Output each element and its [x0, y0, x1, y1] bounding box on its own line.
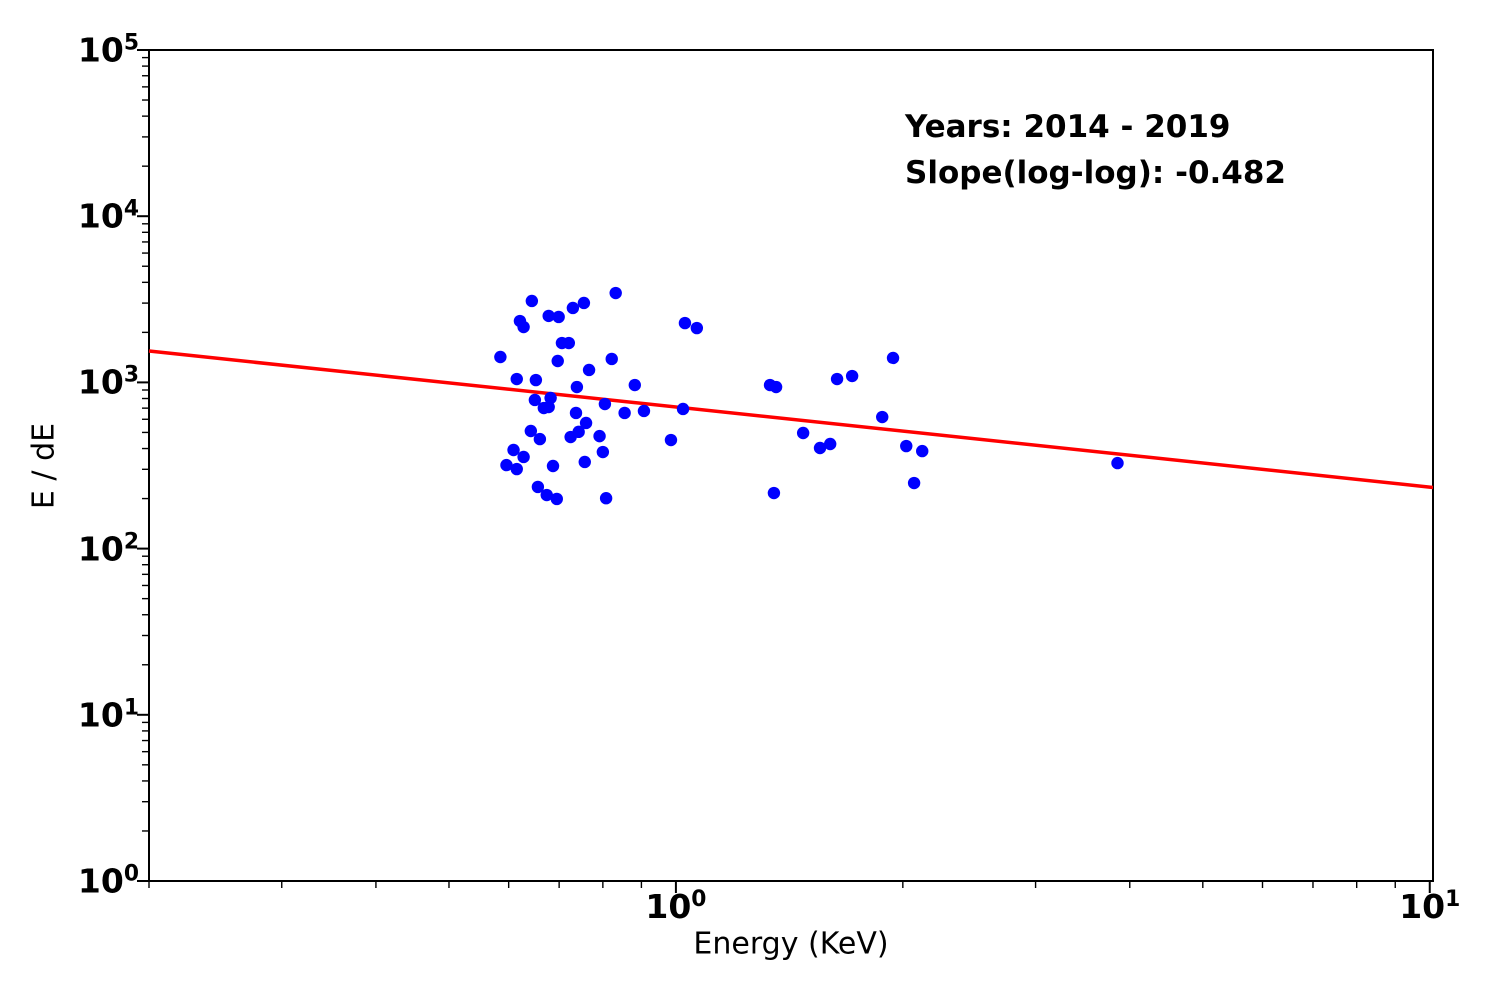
- x-axis-title: Energy (KeV): [693, 926, 889, 962]
- data-point: [564, 430, 577, 444]
- data-point: [618, 406, 631, 420]
- y-tick-label: 103: [77, 362, 139, 402]
- data-point: [529, 373, 543, 387]
- data-point: [546, 459, 560, 473]
- data-point: [569, 406, 583, 420]
- data-point: [577, 296, 591, 310]
- data-point: [769, 380, 783, 394]
- data-point: [540, 488, 553, 502]
- data-point: [531, 480, 545, 494]
- data-point: [494, 350, 507, 364]
- data-point: [562, 336, 576, 350]
- data-point: [637, 404, 651, 418]
- y-tick-label: 102: [77, 529, 139, 569]
- data-point: [767, 486, 781, 500]
- data-point: [678, 316, 692, 330]
- data-point: [596, 445, 610, 459]
- data-point: [507, 443, 520, 457]
- y-tick-label: 105: [77, 30, 139, 70]
- data-point: [823, 437, 837, 451]
- data-point: [500, 458, 513, 472]
- data-point: [593, 429, 606, 443]
- data-point: [830, 372, 844, 386]
- fit-line: [148, 349, 1434, 490]
- y-tick-label: 101: [77, 695, 139, 735]
- data-point: [528, 393, 542, 407]
- data-point: [578, 455, 591, 469]
- data-point: [537, 401, 551, 415]
- axes-spines: [148, 49, 1434, 882]
- annotation-years: Years: 2014 - 2019: [905, 109, 1231, 145]
- data-point: [542, 309, 555, 323]
- data-point: [510, 462, 523, 476]
- data-point: [676, 402, 690, 416]
- data-point: [907, 476, 921, 490]
- data-point: [550, 492, 563, 506]
- data-point: [517, 320, 530, 334]
- data-point: [524, 424, 538, 438]
- data-point: [525, 294, 539, 308]
- data-point: [552, 310, 565, 324]
- data-point: [916, 444, 929, 458]
- data-point: [845, 369, 859, 383]
- data-point: [570, 380, 584, 394]
- x-tick-label: 101: [1399, 887, 1461, 926]
- data-point: [690, 321, 704, 335]
- data-point: [886, 351, 900, 365]
- data-point: [599, 492, 613, 505]
- data-point: [598, 397, 612, 411]
- annotation-box: Years: 2014 - 2019 Slope(log-log): -0.48…: [905, 104, 1286, 196]
- data-point: [510, 372, 523, 386]
- data-point: [796, 426, 810, 440]
- x-tick-label: 100: [645, 887, 707, 926]
- y-axis-title: E / dE: [26, 422, 62, 510]
- data-point: [1111, 456, 1124, 470]
- data-point: [609, 286, 622, 300]
- data-point: [566, 301, 580, 315]
- data-point: [813, 441, 827, 455]
- data-point: [551, 354, 564, 368]
- data-point: [533, 432, 547, 446]
- data-point: [582, 363, 596, 377]
- data-point: [628, 378, 642, 392]
- data-point: [579, 416, 593, 430]
- data-point: [900, 439, 913, 453]
- y-tick-label: 100: [77, 861, 139, 901]
- annotation-slope: Slope(log-log): -0.482: [905, 155, 1287, 191]
- y-tick-label: 104: [77, 196, 139, 236]
- data-point: [664, 433, 678, 447]
- data-point: [605, 352, 618, 366]
- data-point: [517, 450, 530, 464]
- data-point: [876, 410, 889, 424]
